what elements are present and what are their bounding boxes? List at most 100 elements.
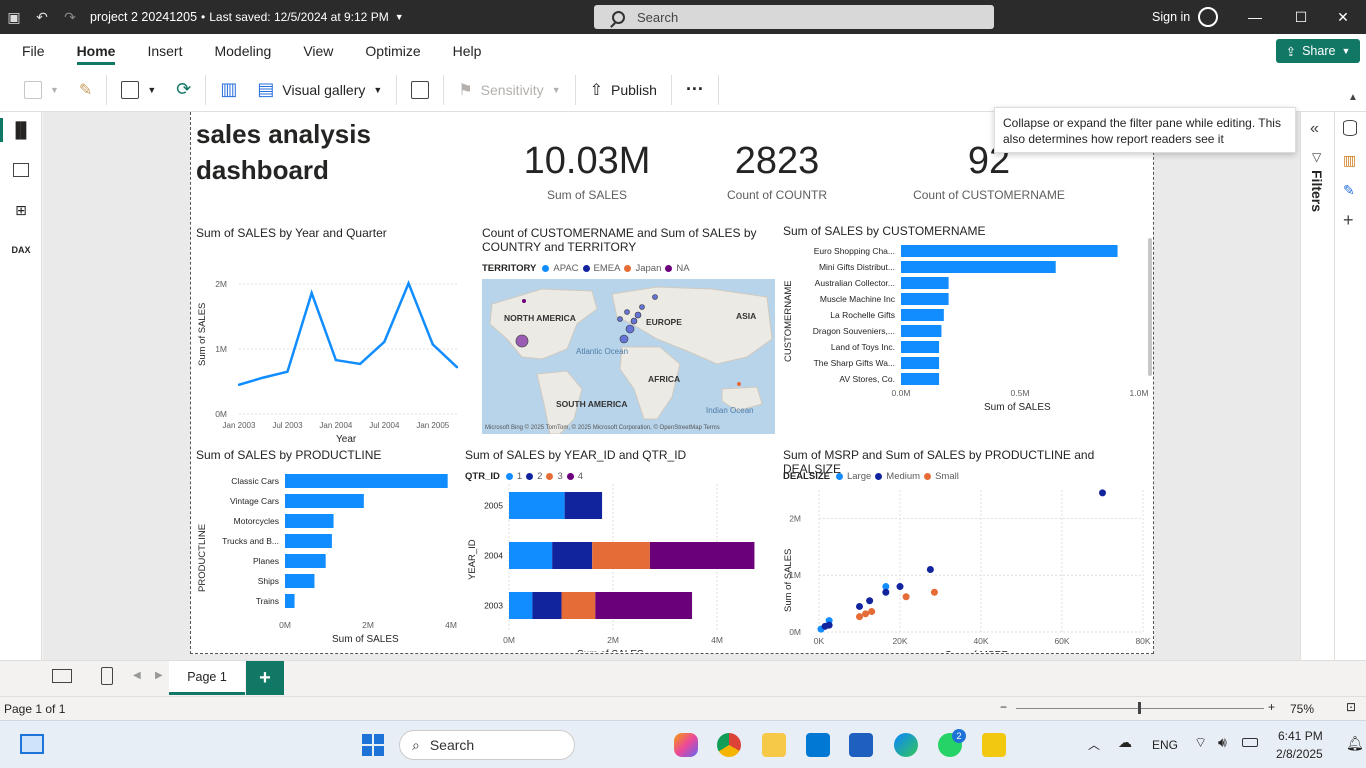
store-icon[interactable] bbox=[849, 733, 873, 757]
wifi-icon[interactable]: ⌔ bbox=[1194, 734, 1208, 750]
tab-home[interactable]: Home bbox=[61, 34, 132, 68]
zoom-out-button[interactable]: − bbox=[1000, 700, 1008, 714]
clock-date[interactable]: 2/8/2025 bbox=[1276, 747, 1323, 761]
tab-file[interactable]: File bbox=[22, 43, 45, 59]
tab-optimize[interactable]: Optimize bbox=[365, 43, 421, 59]
desktop-layout-icon[interactable] bbox=[52, 669, 72, 683]
sign-in-button[interactable]: Sign in bbox=[1152, 0, 1219, 34]
table-icon bbox=[13, 163, 29, 177]
tab-insert[interactable]: Insert bbox=[147, 43, 183, 59]
mobile-layout-icon[interactable] bbox=[101, 667, 113, 685]
edge-icon[interactable] bbox=[894, 733, 918, 757]
line-chart[interactable]: 0M 1M 2M Jan 2003 Jul 2003 Jan 2004 Jul 2004 Ja… bbox=[191, 242, 471, 448]
product-chart-title: Sum of SALES by PRODUCTLINE bbox=[196, 448, 382, 462]
start-button[interactable] bbox=[362, 734, 384, 756]
zoom-in-button[interactable]: + bbox=[1268, 700, 1276, 714]
chevron-down-icon[interactable]: ▼ bbox=[394, 12, 404, 22]
chrome-icon[interactable] bbox=[717, 733, 741, 757]
battery-icon[interactable] bbox=[1242, 738, 1258, 747]
x-axis-label: Year bbox=[336, 434, 357, 445]
collapse-filters-icon[interactable]: « bbox=[1310, 120, 1319, 137]
new-visual-button[interactable]: ▥ bbox=[210, 75, 247, 105]
taskbar-search[interactable]: ⌕ Search bbox=[399, 730, 575, 760]
scrollbar bbox=[1148, 238, 1152, 376]
scatter-point bbox=[926, 566, 934, 574]
customer-bar-chart[interactable]: Euro Shopping Cha... Mini Gifts Distribut… bbox=[777, 238, 1155, 430]
dax-query-button[interactable]: DAX bbox=[0, 232, 42, 268]
zoom-level[interactable]: 75% bbox=[1290, 702, 1315, 716]
copilot-icon[interactable] bbox=[674, 733, 698, 757]
undo-icon[interactable]: ↶ bbox=[36, 8, 48, 25]
format-painter-button[interactable]: ✎ bbox=[69, 75, 102, 105]
y-axis-label: PRODUCTLINE bbox=[197, 524, 208, 592]
calculator-button[interactable] bbox=[401, 75, 439, 105]
tab-modeling[interactable]: Modeling bbox=[214, 43, 272, 59]
zoom-slider-handle[interactable] bbox=[1138, 702, 1141, 714]
title-bar: ▣ ↶ ↷ project 2 20241205 • Last saved: 1… bbox=[0, 0, 1366, 34]
x-tick-label: 20K bbox=[892, 636, 907, 646]
y-axis-label: Sum of SALES bbox=[197, 303, 208, 366]
customer-bar bbox=[901, 357, 940, 369]
add-page-button[interactable]: + bbox=[246, 661, 284, 695]
more-options-button[interactable]: ··· bbox=[685, 79, 704, 99]
maximize-button[interactable]: ☐ bbox=[1294, 8, 1308, 25]
map-label-north-america: NORTH AMERICA bbox=[504, 313, 576, 323]
widgets-icon[interactable] bbox=[20, 734, 44, 754]
next-page-icon[interactable]: ▶ bbox=[155, 670, 163, 681]
report-page: sales analysis dashboard 10.03M Sum of S… bbox=[190, 112, 1154, 654]
model-view-button[interactable]: ⊞ bbox=[0, 192, 42, 228]
x-tick-label: 40K bbox=[973, 636, 988, 646]
visual-gallery-button[interactable]: ▤ Visual gallery ▼ bbox=[257, 79, 383, 99]
scatter-point bbox=[882, 588, 890, 596]
visualizations-icon[interactable]: ▥ bbox=[1343, 152, 1357, 168]
report-view-button[interactable]: ▐▌ bbox=[0, 112, 42, 148]
productline-bar bbox=[285, 554, 326, 568]
kpi-sales-value[interactable]: 10.03M bbox=[523, 140, 651, 182]
file-explorer-icon[interactable] bbox=[762, 733, 786, 757]
fit-to-page-icon[interactable]: ⊡ bbox=[1346, 700, 1357, 714]
table-view-button[interactable] bbox=[0, 152, 42, 188]
search-box[interactable]: Search bbox=[594, 5, 994, 29]
save-icon[interactable]: ▣ bbox=[7, 8, 21, 25]
scatter-point bbox=[856, 613, 863, 621]
scatter-chart[interactable]: 0M 1M 2M 0K 20K 40K 60K 80K Sum of MSRP Sum of SA… bbox=[777, 484, 1155, 652]
cloud-icon[interactable]: ☁ bbox=[1118, 734, 1132, 750]
productline-bar-chart[interactable]: Classic Cars Vintage Cars Motorcycles Truck… bbox=[191, 464, 461, 652]
notifications-icon[interactable]: 🔔︎ bbox=[1346, 735, 1364, 751]
volume-icon[interactable]: 🔊︎ bbox=[1218, 734, 1227, 750]
share-button[interactable]: ⇪ Share ▼ bbox=[1276, 39, 1360, 63]
tab-help[interactable]: Help bbox=[452, 43, 482, 59]
minimize-button[interactable]: — bbox=[1248, 9, 1262, 25]
x-axis-label: Sum of SALES bbox=[577, 649, 644, 652]
publish-button[interactable]: ⇧ Publish bbox=[589, 81, 657, 99]
clock-time[interactable]: 6:41 PM bbox=[1278, 729, 1323, 743]
x-tick-label: 4M bbox=[711, 635, 723, 645]
map-chart-title: Count of CUSTOMERNAME and Sum of SALES b… bbox=[482, 226, 757, 254]
close-button[interactable]: ✕ bbox=[1337, 8, 1349, 25]
refresh-button[interactable]: ⟳ bbox=[166, 75, 201, 105]
language-indicator[interactable]: ENG bbox=[1152, 738, 1179, 752]
tab-view[interactable]: View bbox=[303, 43, 334, 59]
sensitivity-button[interactable]: ⚑ Sensitivity ▼ bbox=[458, 81, 561, 99]
line-point bbox=[334, 358, 338, 362]
vscode-icon[interactable] bbox=[806, 733, 830, 757]
filters-label[interactable]: Filters bbox=[1309, 170, 1325, 213]
customer-label: The Sharp Gifts Wa... bbox=[814, 358, 895, 368]
line-point bbox=[286, 370, 289, 373]
collapse-ribbon-icon[interactable]: ▲ bbox=[1348, 92, 1358, 103]
powerbi-icon[interactable] bbox=[982, 733, 1006, 757]
page-tab-1[interactable]: Page 1 bbox=[169, 661, 245, 695]
data-pane-icon[interactable] bbox=[1343, 120, 1357, 136]
productline-bar bbox=[285, 474, 448, 488]
format-pane-icon[interactable]: ✎ bbox=[1343, 182, 1355, 198]
kpi-country-value[interactable]: 2823 bbox=[734, 140, 820, 182]
map-chart[interactable]: NORTH AMERICA EUROPE ASIA Atlantic Ocean… bbox=[482, 279, 775, 434]
add-pane-icon[interactable]: + bbox=[1343, 210, 1354, 230]
prev-page-icon[interactable]: ◀ bbox=[133, 670, 141, 681]
show-hidden-icons[interactable]: ︿ bbox=[1088, 738, 1101, 752]
customer-label: Australian Collector... bbox=[815, 278, 895, 288]
paste-button[interactable]: ▼ bbox=[14, 75, 69, 105]
year-stacked-bar-chart[interactable]: 2005 2004 2003 0M 2M 4M Sum of SALES YEAR_ID bbox=[461, 484, 777, 652]
redo-icon[interactable]: ↷ bbox=[64, 8, 76, 25]
data-button[interactable]: ▼ bbox=[111, 75, 166, 105]
